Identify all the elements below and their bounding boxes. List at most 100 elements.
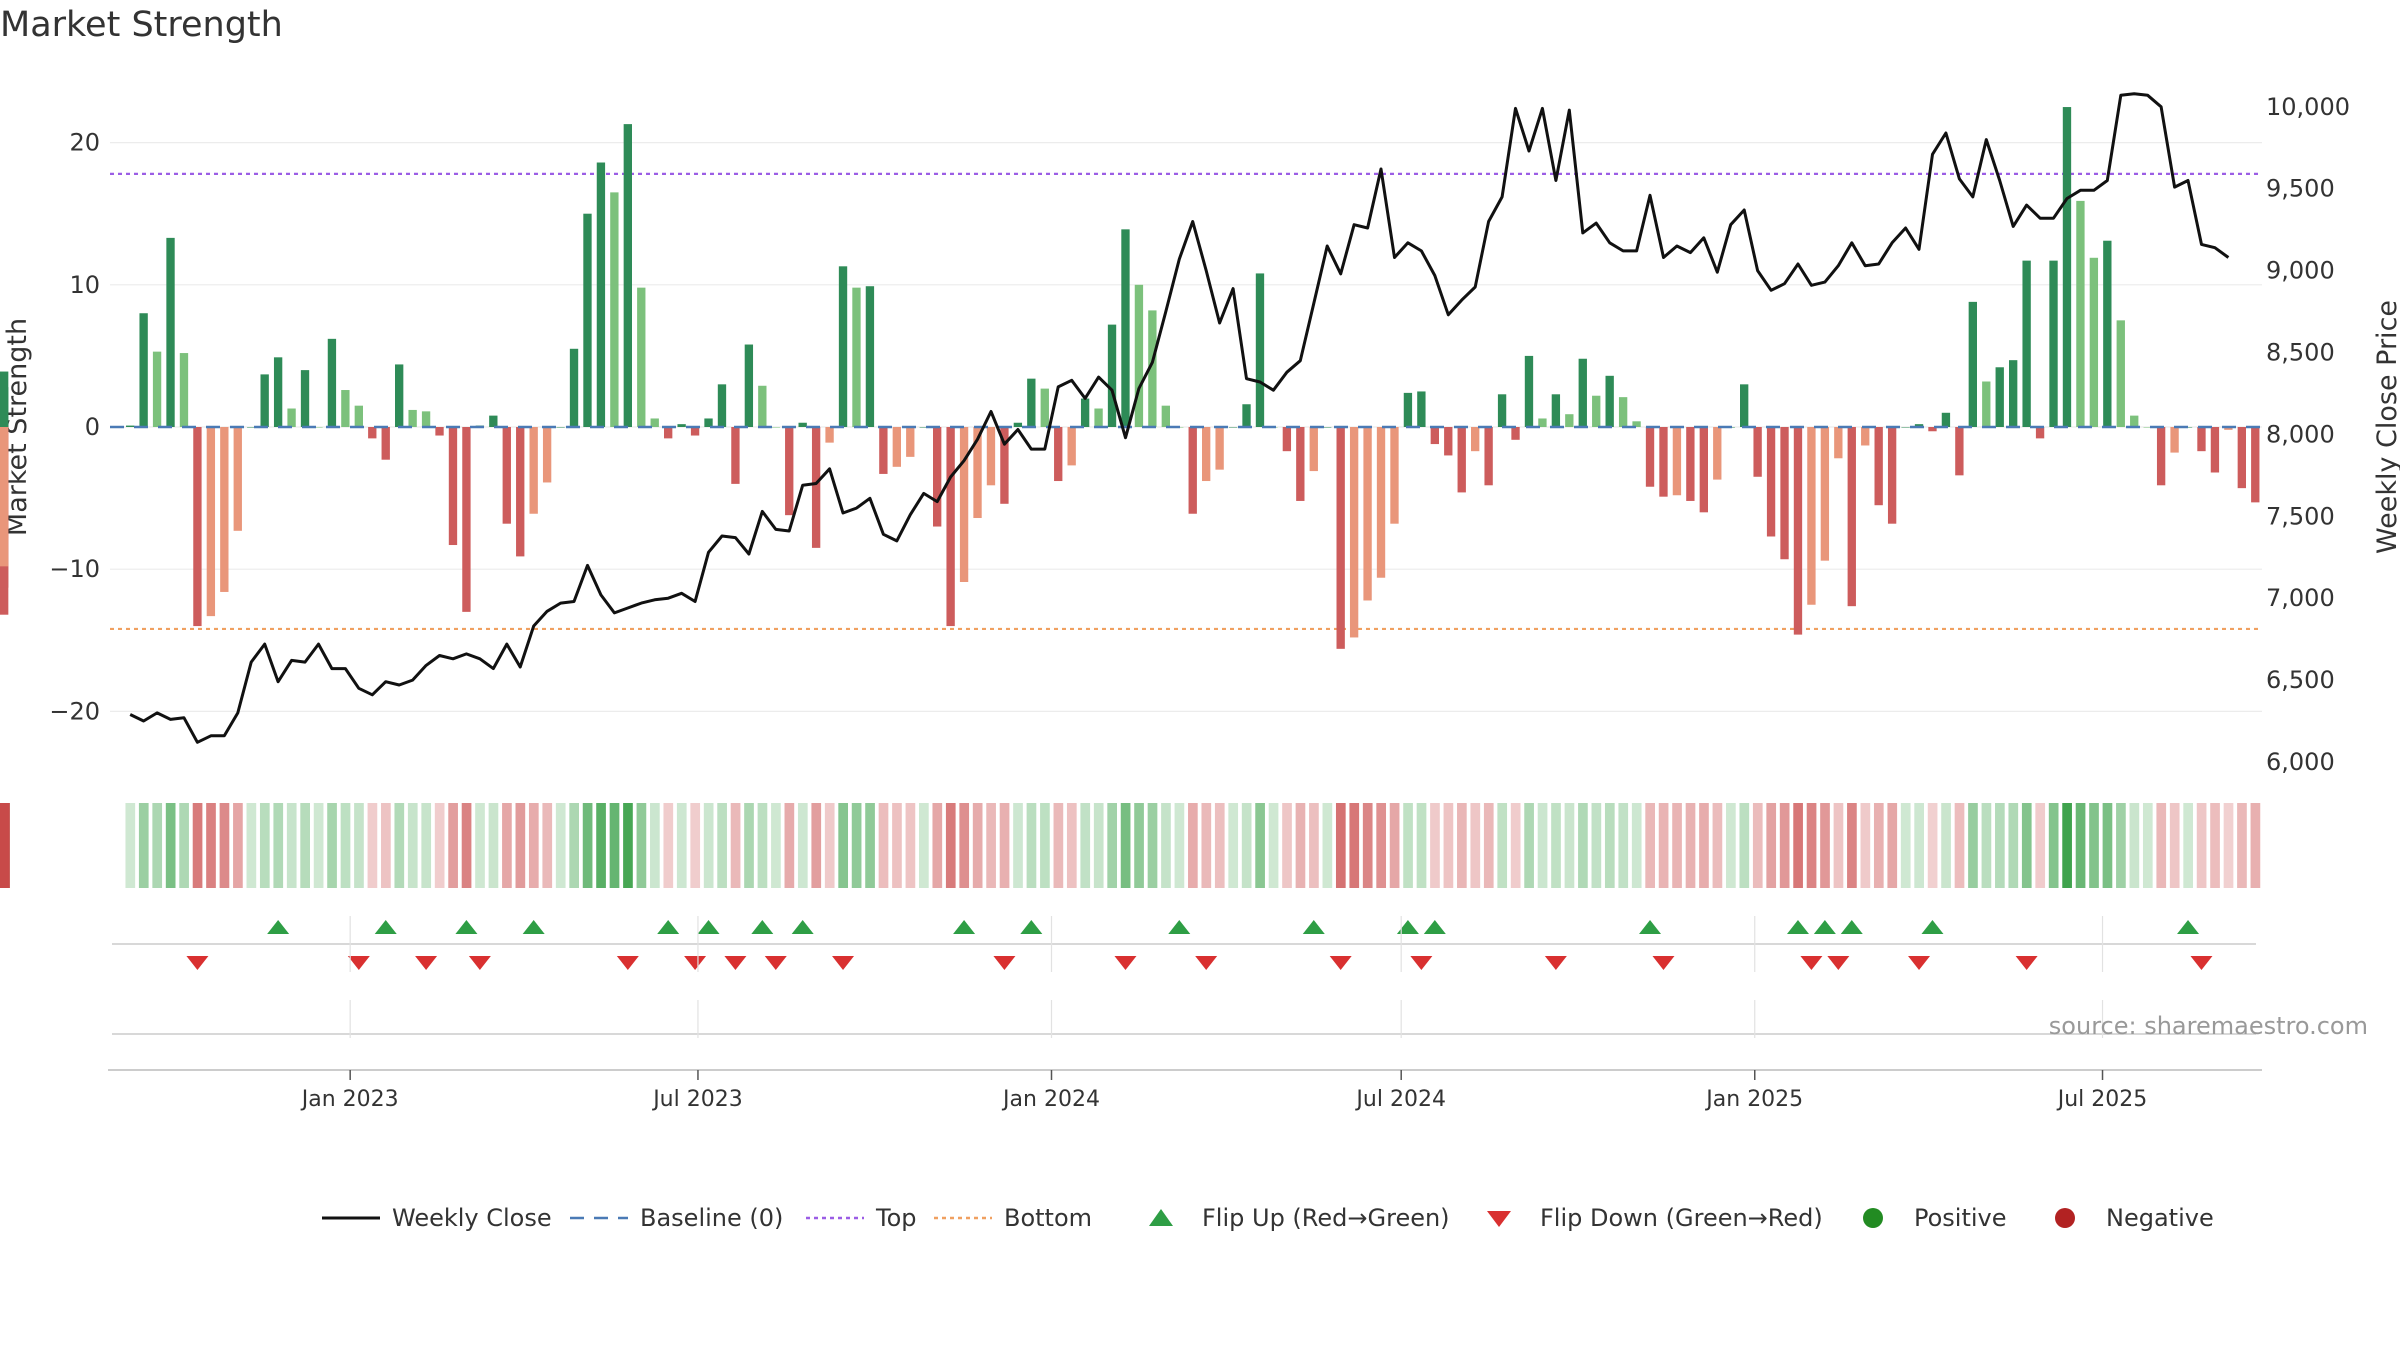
heat-strip-cell [273, 803, 284, 888]
flip-up-marker [1813, 920, 1836, 934]
strength-bar [811, 427, 821, 548]
strength-bar [1309, 427, 1318, 472]
heat-strip-cell [865, 803, 875, 888]
heat-strip-cell [784, 803, 795, 888]
heat-strip-cell [932, 803, 943, 888]
source-note: source: sharemaestro.com [2049, 1012, 2368, 1040]
heat-strip-cell [1457, 803, 1467, 888]
heat-strip-cell [1013, 803, 1023, 888]
heat-strip-cell [999, 803, 1010, 888]
strength-bar [448, 427, 458, 546]
heat-strip-cell [717, 803, 727, 888]
heat-strip-cell [609, 803, 620, 888]
heat-strip-cell [636, 803, 647, 888]
flip-down-marker [186, 956, 209, 970]
heat-strip-cell [555, 803, 566, 888]
heat-strip-cell [730, 803, 741, 888]
circle-legend-symbol [1863, 1208, 1883, 1228]
strength-bar [1592, 395, 1601, 427]
strength-bar [583, 213, 592, 427]
strength-bar [1820, 427, 1830, 561]
heat-strip-cell [1887, 803, 1898, 888]
strength-bar [892, 427, 901, 467]
legend-item: Baseline (0) [570, 1204, 783, 1232]
heat-strip-cell [676, 803, 687, 888]
strength-bar [1699, 427, 1708, 513]
heat-strip-cell [2021, 803, 2032, 888]
strength-bar [1484, 427, 1493, 486]
heat-strip-cell [1537, 803, 1548, 888]
heat-strip-cell [1322, 803, 1333, 888]
heat-strip-cell [340, 803, 351, 888]
strength-bar [1202, 427, 1211, 482]
flip-up-marker [953, 920, 976, 934]
x-tick-label: Jul 2023 [651, 1087, 743, 1112]
heat-strip-cell [2129, 803, 2140, 888]
y-tick-label: 0 [85, 413, 100, 441]
heat-strip-cell [2075, 803, 2086, 888]
legend-item: Positive [1863, 1204, 2007, 1232]
legend-label: Flip Down (Green→Red) [1540, 1204, 1823, 1232]
strength-bar [731, 427, 740, 484]
strength-bar [1645, 427, 1655, 487]
strength-bar [1861, 427, 1870, 446]
flip-down-marker [1195, 956, 1218, 970]
strength-bar [1982, 381, 1991, 427]
flip-markers [112, 920, 2256, 1035]
y2-tick-label: 7,000 [2266, 584, 2335, 612]
heat-strip-cell [354, 803, 364, 888]
strength-bar [166, 237, 175, 427]
x-tick-label: Jan 2023 [300, 1087, 399, 1112]
strength-bar [1054, 427, 1063, 482]
strength-bar [610, 192, 619, 427]
heat-strip-cell [1120, 803, 1131, 888]
heat-strip-cell [1699, 803, 1709, 888]
strength-bar [664, 427, 673, 439]
strength-bar [327, 338, 337, 427]
heat-strip-cell [381, 803, 391, 888]
strength-bar [1444, 427, 1453, 456]
heat-strip-cell [152, 803, 163, 888]
flip-up-marker [1168, 920, 1191, 934]
heat-strip-cell [1497, 803, 1508, 888]
strength-bar [1780, 427, 1789, 560]
strength-bar [2089, 257, 2099, 427]
heat-strip-cell [1954, 803, 1965, 888]
heat-strip-cell [1241, 803, 1252, 888]
heat-strip-cell [905, 803, 916, 888]
heat-strip-cell [1228, 803, 1239, 888]
strength-bar [1134, 284, 1144, 427]
heat-strip-cell [1026, 803, 1037, 888]
strength-bar [395, 364, 404, 427]
strength-bar [381, 427, 390, 460]
flip-down-marker [684, 956, 707, 970]
strength-bar [1349, 427, 1359, 638]
strength-bar [1067, 427, 1076, 466]
legend-label: Weekly Close [392, 1204, 552, 1232]
heat-strip-cell [623, 803, 633, 888]
heat-strip-cell [179, 803, 189, 888]
heat-strip-cell [1107, 803, 1118, 888]
strength-bar [637, 287, 646, 427]
strength-bar [1080, 398, 1090, 427]
strength-bar [2076, 200, 2085, 427]
heat-strip-cell [1416, 803, 1427, 888]
strength-bar [1282, 427, 1292, 452]
flip-down-marker [468, 956, 491, 970]
heat-strip-cell [2048, 803, 2059, 888]
flip-up-marker [1921, 920, 1944, 934]
strength-bar [408, 409, 417, 427]
heat-strip-cell [1443, 803, 1454, 888]
flip-down-marker [993, 956, 1016, 970]
heat-strip-cell [1066, 803, 1077, 888]
strength-bar [233, 427, 242, 531]
strength-bar [946, 427, 955, 627]
legend-item: Top [806, 1204, 917, 1232]
heat-strip-cell [394, 803, 405, 888]
strength-bar [1403, 392, 1413, 427]
strength-bar [1914, 424, 1924, 427]
strength-bar [0, 371, 9, 427]
strength-bar [1215, 427, 1224, 470]
heat-strip-cell [1860, 803, 1871, 888]
strength-bar [1027, 378, 1036, 427]
